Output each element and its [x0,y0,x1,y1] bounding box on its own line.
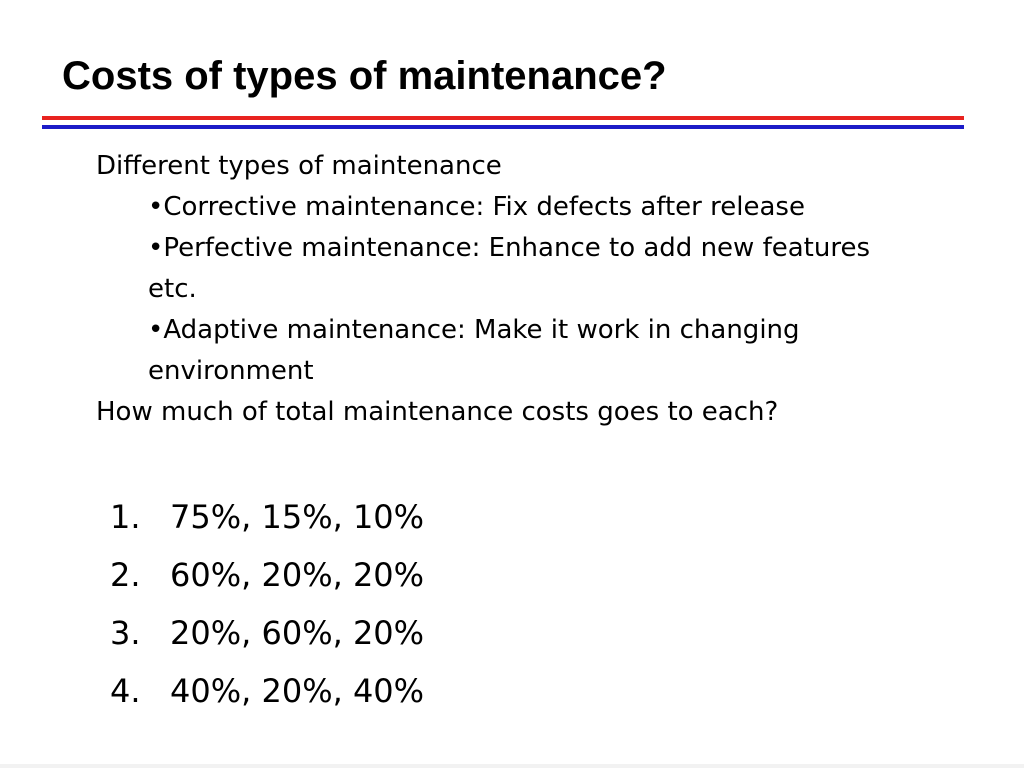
bullet-text: Adaptive maintenance: Make it work in ch… [148,315,800,386]
answer-text: 20%, 60%, 20% [170,614,425,652]
answer-option-1: 1. 75%, 15%, 10% [110,488,424,546]
answer-text: 75%, 15%, 10% [170,498,425,536]
question-text: How much of total maintenance costs goes… [96,397,779,427]
bullet-item-corrective: Corrective maintenance: Fix defects afte… [148,187,908,228]
answer-number: 2. [110,556,141,594]
bullet-dot-icon [148,233,163,263]
answer-option-4: 4. 40%, 20%, 40% [110,662,424,720]
answer-option-3: 3. 20%, 60%, 20% [110,604,424,662]
bullet-dot-icon [148,315,163,345]
answer-text: 40%, 20%, 40% [170,672,425,710]
answer-text: 60%, 20%, 20% [170,556,425,594]
answer-list: 1. 75%, 15%, 10% 2. 60%, 20%, 20% 3. 20%… [110,488,424,720]
bullet-text: Corrective maintenance: Fix defects afte… [163,192,805,222]
answer-number: 4. [110,672,141,710]
slide-title: Costs of types of maintenance? [62,54,667,98]
answer-number: 1. [110,498,141,536]
intro-text: Different types of maintenance [96,151,502,181]
bullet-dot-icon [148,192,163,222]
answer-number: 3. [110,614,141,652]
answer-option-2: 2. 60%, 20%, 20% [110,546,424,604]
bullet-item-perfective: Perfective maintenance: Enhance to add n… [148,228,908,310]
title-underline-blue [42,125,964,129]
bottom-edge [0,764,1024,768]
slide-body: Different types of maintenance Correctiv… [96,146,936,433]
title-underline-red [42,116,964,120]
bullet-text: Perfective maintenance: Enhance to add n… [148,233,870,304]
bullet-item-adaptive: Adaptive maintenance: Make it work in ch… [148,310,908,392]
